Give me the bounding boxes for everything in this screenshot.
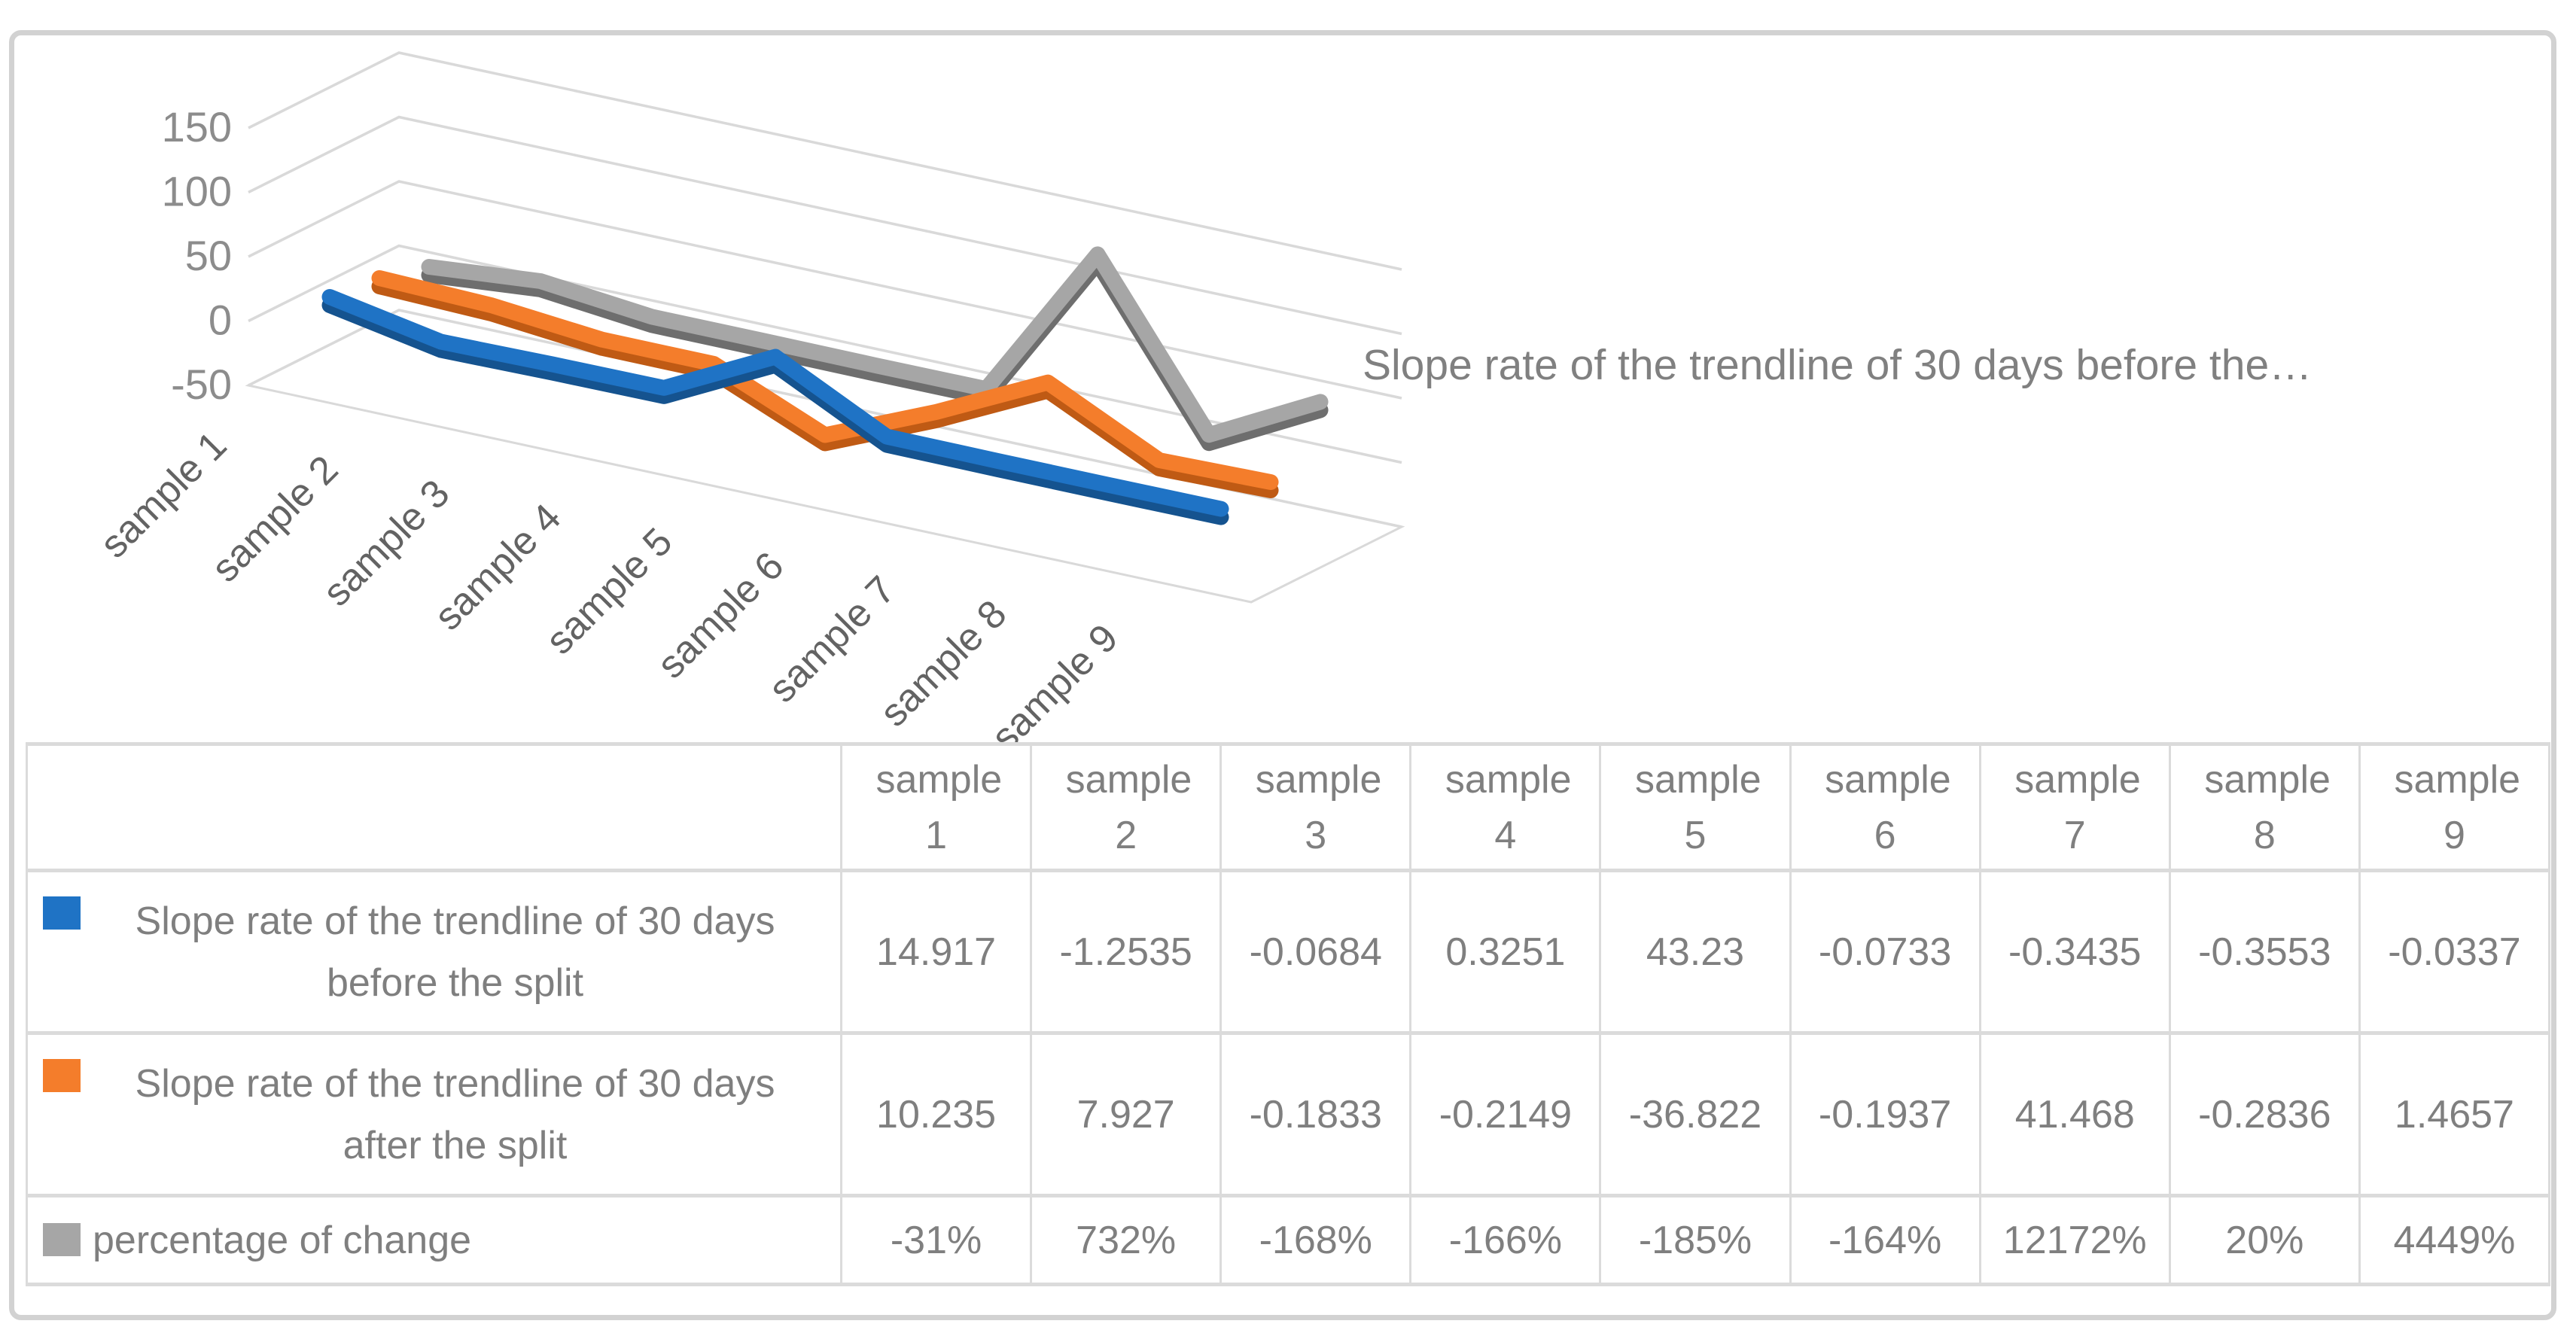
series-blue-before-split	[321, 289, 1229, 517]
gridline	[248, 115, 1402, 336]
category-axis-label: sample 7	[760, 568, 903, 711]
value-axis-tick-label: -50	[171, 361, 232, 408]
table-value-cell: -31%	[842, 1197, 1033, 1286]
table-value-cell: -0.0684	[1222, 872, 1412, 1035]
table-value-cell: -185%	[1601, 1197, 1792, 1286]
gridline	[248, 180, 1402, 400]
table-value-cell: 12172%	[1981, 1197, 2171, 1286]
table-value-cell: -166%	[1411, 1197, 1602, 1286]
row-label-text: Slope rate of the trendline of 30 days a…	[135, 1061, 775, 1167]
table-value-cell: -0.3435	[1981, 872, 2171, 1035]
table-value-cell: 1.4657	[2360, 1035, 2550, 1197]
value-axis-tick-label: 50	[185, 232, 232, 279]
table-corner-cell	[28, 746, 842, 872]
column-header-text: sample 9	[2394, 757, 2521, 857]
table-value-cell: 732%	[1032, 1197, 1223, 1286]
table-value-cell: -1.2535	[1032, 872, 1223, 1035]
series-gray-percentage-of-change	[421, 246, 1329, 443]
column-header-text: sample 4	[1445, 757, 1572, 857]
column-header-text: sample 7	[2014, 757, 2141, 857]
category-axis-label: sample 2	[203, 447, 346, 590]
column-header-text: sample 8	[2204, 757, 2331, 857]
gridline	[248, 51, 1402, 271]
table-value-cell: -0.2149	[1411, 1035, 1602, 1197]
category-axis-label: sample 8	[872, 592, 1015, 735]
table-column-header: sample 1	[842, 746, 1033, 872]
table-value-cell: -164%	[1791, 1197, 1981, 1286]
table-column-header: sample 4	[1411, 746, 1602, 872]
table-column-header: sample 6	[1791, 746, 1981, 872]
table-value-cell: 0.3251	[1411, 872, 1602, 1035]
table-value-cell: 14.917	[842, 872, 1033, 1035]
table-value-cell: -0.0733	[1791, 872, 1981, 1035]
table-value-cell: -168%	[1222, 1197, 1412, 1286]
table-value-cell: -0.1833	[1222, 1035, 1412, 1197]
series-orange-after-split	[371, 270, 1279, 490]
table-column-header: sample 8	[2170, 746, 2361, 872]
table-column-header: sample 7	[1981, 746, 2171, 872]
category-axis-label: sample 4	[426, 495, 569, 638]
category-axis-label: sample 3	[315, 471, 458, 614]
row-label-text: percentage of change	[93, 1218, 472, 1262]
table-value-cell: 43.23	[1601, 872, 1792, 1035]
category-axis-label: sample 6	[649, 543, 792, 686]
table-value-cell: -0.1937	[1791, 1035, 1981, 1197]
column-header-text: sample 5	[1634, 757, 1761, 857]
table-value-cell: 10.235	[842, 1035, 1033, 1197]
legend-key-swatch	[43, 1223, 81, 1256]
category-axis-label: sample 9	[983, 616, 1126, 759]
table-value-cell: 41.468	[1981, 1035, 2171, 1197]
row-label-text: Slope rate of the trendline of 30 days b…	[135, 899, 775, 1005]
column-header-text: sample 2	[1065, 757, 1192, 857]
series-axis-title: Slope rate of the trendline of 30 days b…	[1363, 341, 2313, 389]
value-axis-tick-label: 150	[162, 103, 232, 151]
column-header-text: sample 3	[1255, 757, 1382, 857]
table-value-cell: 4449%	[2360, 1197, 2550, 1286]
legend-key-swatch	[43, 1059, 81, 1092]
category-axis-label: sample 1	[92, 423, 235, 566]
table-value-cell: -0.2836	[2170, 1035, 2361, 1197]
gridline	[248, 309, 1402, 528]
table-value-cell: 20%	[2170, 1197, 2361, 1286]
table-row-label: percentage of change	[28, 1197, 842, 1286]
value-axis-tick-label: 100	[162, 168, 232, 215]
column-header-text: sample 6	[1825, 757, 1951, 857]
table-column-header: sample 5	[1601, 746, 1792, 872]
table-column-header: sample 3	[1222, 746, 1412, 872]
value-axis-tick-label: 0	[209, 297, 232, 344]
category-axis-label: sample 5	[537, 519, 681, 662]
table-column-header: sample 9	[2360, 746, 2550, 872]
table-value-cell: 7.927	[1032, 1035, 1223, 1197]
table-column-header: sample 2	[1032, 746, 1223, 872]
table-value-cell: -0.0337	[2360, 872, 2550, 1035]
table-value-cell: -36.822	[1601, 1035, 1792, 1197]
table-row-label: Slope rate of the trendline of 30 days b…	[28, 872, 842, 1035]
chart-data-table: sample 1 sample 2 sample 3 sample 4 sample 5…	[26, 742, 2550, 1286]
table-value-cell: -0.3553	[2170, 872, 2361, 1035]
legend-key-swatch	[43, 896, 81, 930]
column-header-text: sample 1	[875, 757, 1003, 857]
table-row-label: Slope rate of the trendline of 30 days a…	[28, 1035, 842, 1197]
